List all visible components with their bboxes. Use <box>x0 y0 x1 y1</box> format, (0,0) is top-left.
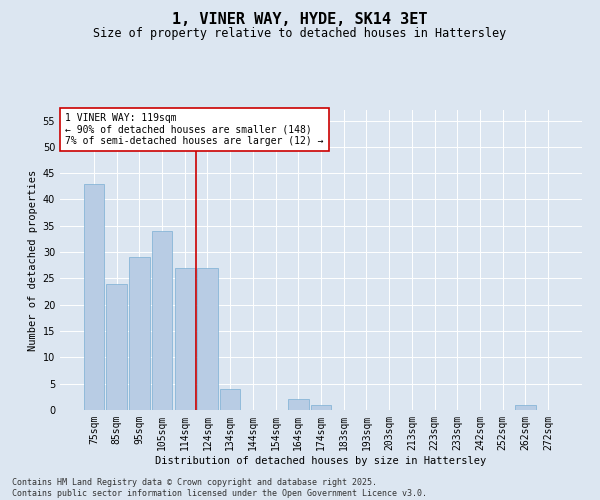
Bar <box>311 404 331 410</box>
Bar <box>175 268 195 410</box>
Bar <box>106 284 127 410</box>
Bar <box>129 258 149 410</box>
Bar <box>288 400 308 410</box>
Bar <box>220 389 241 410</box>
Text: Size of property relative to detached houses in Hattersley: Size of property relative to detached ho… <box>94 28 506 40</box>
Bar <box>515 404 536 410</box>
Bar <box>84 184 104 410</box>
Text: Contains HM Land Registry data © Crown copyright and database right 2025.
Contai: Contains HM Land Registry data © Crown c… <box>12 478 427 498</box>
X-axis label: Distribution of detached houses by size in Hattersley: Distribution of detached houses by size … <box>155 456 487 466</box>
Bar <box>152 231 172 410</box>
Text: 1, VINER WAY, HYDE, SK14 3ET: 1, VINER WAY, HYDE, SK14 3ET <box>172 12 428 28</box>
Bar <box>197 268 218 410</box>
Text: 1 VINER WAY: 119sqm
← 90% of detached houses are smaller (148)
7% of semi-detach: 1 VINER WAY: 119sqm ← 90% of detached ho… <box>65 113 324 146</box>
Y-axis label: Number of detached properties: Number of detached properties <box>28 170 38 350</box>
